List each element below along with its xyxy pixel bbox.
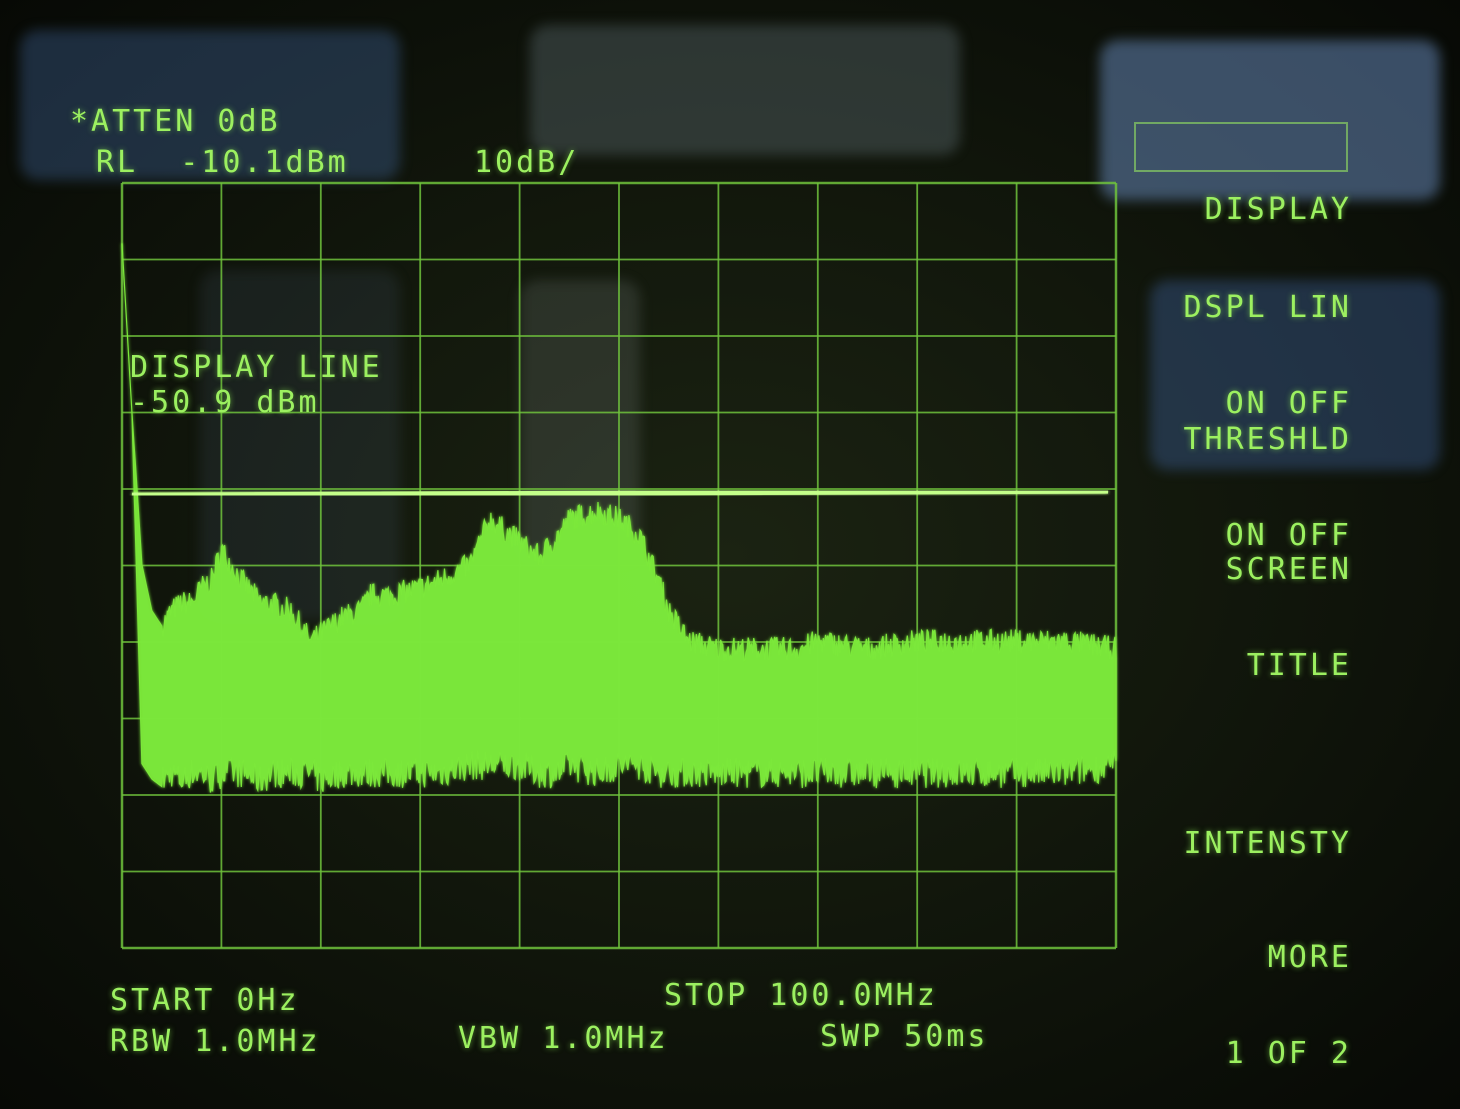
graticule — [120, 181, 1118, 950]
softkey-sublabel: 1 OF 2 — [1225, 1036, 1352, 1071]
resolution-bandwidth: RBW 1.0MHz — [110, 1024, 321, 1059]
softkey-sublabel: TITLE — [1246, 648, 1352, 683]
softkey-label: THRESHLD — [1183, 422, 1352, 457]
stop-frequency: STOP 100.0MHz — [664, 978, 938, 1013]
sweep-time: SWP 50ms — [820, 1019, 989, 1054]
softkey-display[interactable]: DISPLAY — [1205, 130, 1352, 290]
menu-title-box — [1134, 122, 1348, 172]
spectrum-trace-0 — [121, 243, 1117, 793]
softkey-more[interactable]: MORE 1 OF 2 — [1226, 878, 1352, 1109]
scale-readout: 10dB/ — [474, 145, 580, 180]
attenuation-readout: *ATTEN 0dB — [70, 104, 281, 139]
softkey-label: SCREEN — [1225, 552, 1352, 587]
softkey-dspl-lin[interactable]: DSPL LIN ON OFF — [1184, 228, 1353, 484]
video-bandwidth: VBW 1.0MHz — [458, 1021, 669, 1056]
softkey-label: DISPLAY — [1204, 192, 1352, 227]
softkey-intensity[interactable]: INTENSTY — [1184, 764, 1353, 924]
reference-level-readout: RL -10.1dBm — [96, 145, 349, 180]
softkey-label: INTENSTY — [1183, 826, 1352, 861]
softkey-sublabel: ON OFF — [1225, 518, 1352, 553]
softkey-screen-title[interactable]: SCREEN TITLE — [1226, 490, 1352, 746]
softkey-label: DSPL LIN — [1183, 290, 1352, 325]
softkey-threshold[interactable]: THRESHLD ON OFF — [1184, 360, 1353, 616]
display-line-label: DISPLAY LINE — [130, 350, 383, 385]
softkey-label: MORE — [1267, 940, 1352, 975]
start-frequency: START 0Hz — [110, 983, 300, 1018]
display-line-value: -50.9 dBm — [130, 385, 320, 420]
trace-layer — [121, 243, 1117, 793]
softkey-sublabel: ON OFF — [1225, 386, 1352, 421]
display-line — [131, 488, 1109, 498]
